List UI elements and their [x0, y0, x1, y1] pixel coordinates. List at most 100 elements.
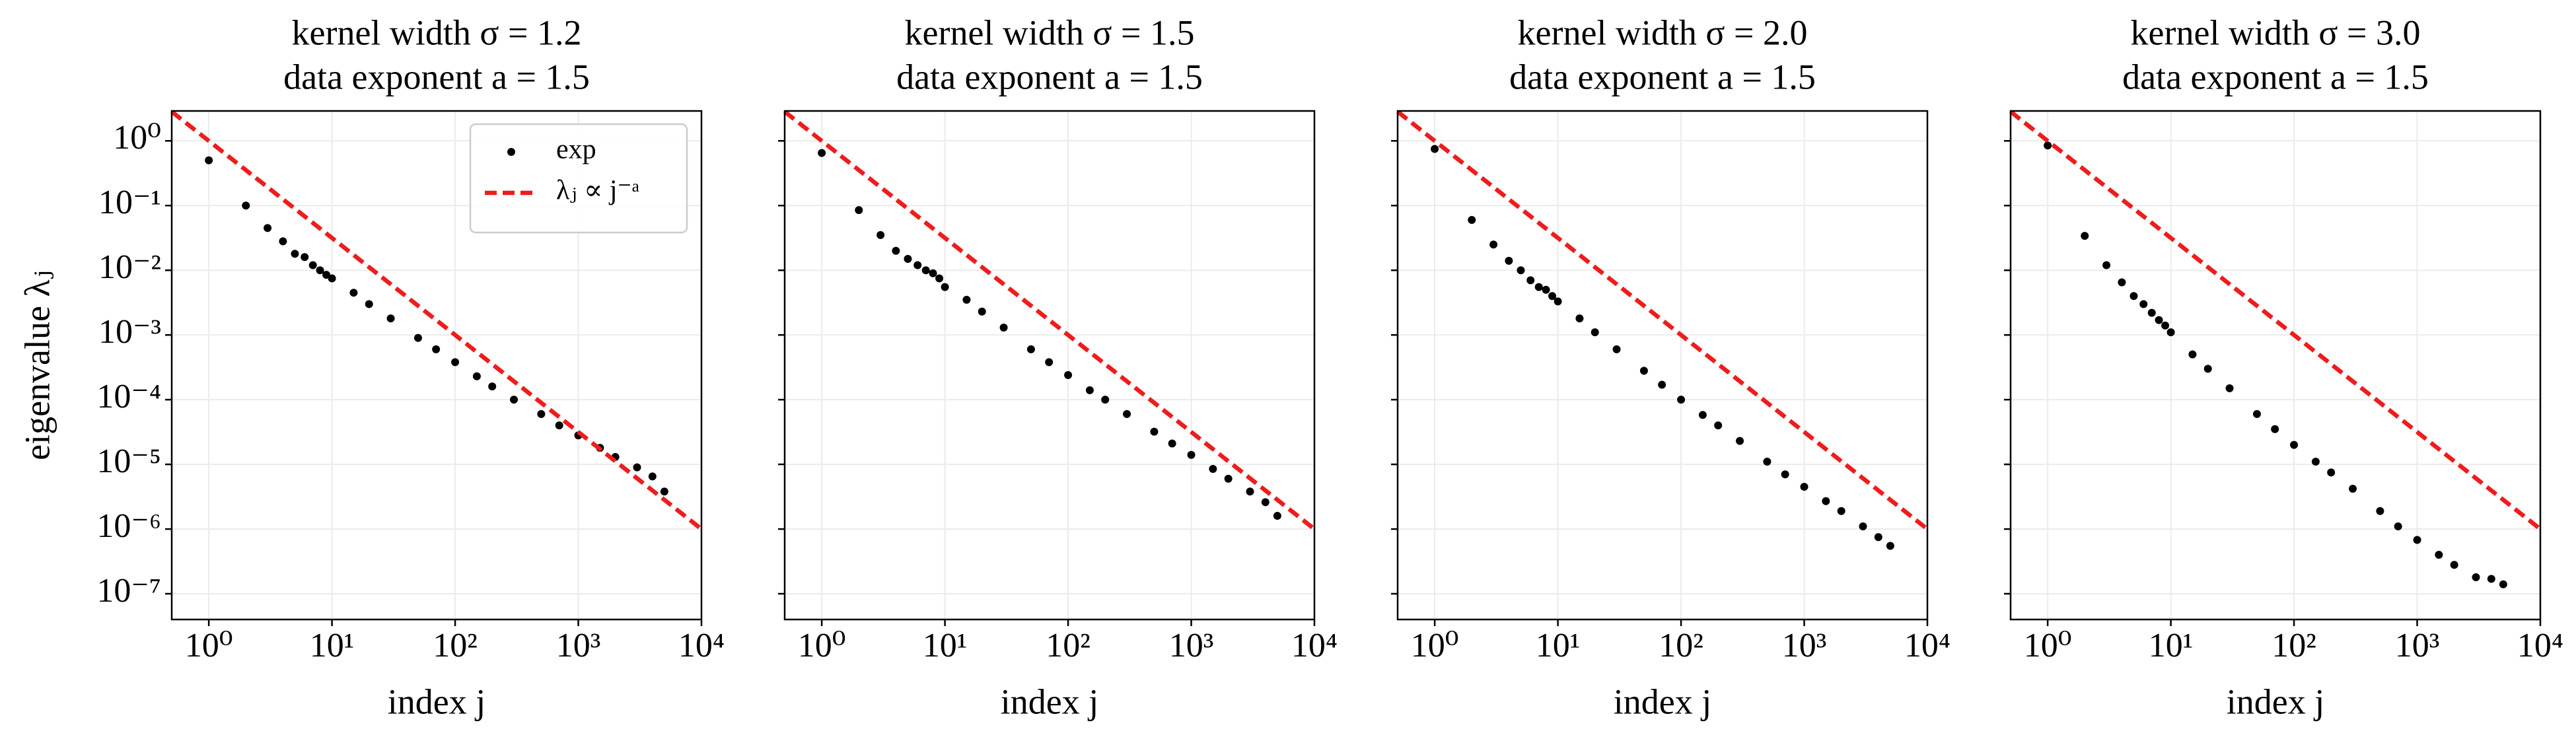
data-point: [488, 382, 497, 391]
x-tick-label: 10²: [1659, 627, 1703, 664]
y-tick-label: 10⁻⁵: [96, 442, 161, 480]
data-point: [2327, 468, 2336, 477]
data-point: [2081, 232, 2089, 240]
fit-line: [2009, 110, 2542, 531]
data-point: [349, 289, 358, 297]
axes-frame: [783, 110, 1316, 621]
data-point: [2166, 328, 2175, 337]
data-point: [1677, 396, 1686, 404]
chart-title: data exponent a = 1.5: [896, 57, 1203, 96]
data-point: [1026, 345, 1035, 353]
data-point: [1123, 409, 1131, 418]
data-point: [1224, 474, 1233, 483]
x-tick-label: 10⁰: [2024, 627, 2072, 664]
data-point: [1064, 371, 1073, 379]
data-point: [935, 274, 944, 283]
data-point: [877, 230, 885, 239]
data-point: [328, 274, 336, 283]
fit-line: [170, 110, 703, 531]
data-point: [279, 237, 287, 246]
x-tick-label: 10⁴: [1904, 627, 1950, 664]
x-tick-label: 10¹: [2149, 627, 2194, 664]
data-point: [386, 314, 395, 323]
data-point: [660, 487, 668, 496]
data-point: [2225, 384, 2234, 392]
data-point: [1187, 450, 1196, 459]
data-point: [1542, 285, 1550, 294]
data-point: [921, 266, 930, 275]
data-point: [1534, 283, 1543, 291]
data-point: [2102, 261, 2111, 269]
data-point: [2188, 350, 2197, 359]
x-tick-label: 10¹: [923, 627, 968, 664]
data-point: [432, 345, 441, 353]
data-point: [855, 206, 863, 215]
data-point: [2450, 561, 2458, 569]
x-tick-label: 10¹: [310, 627, 355, 664]
chart-title: kernel width σ = 2.0: [1518, 13, 1808, 52]
data-point: [999, 324, 1008, 332]
axes-frame: [170, 110, 703, 621]
data-point: [413, 334, 422, 342]
data-point: [1763, 458, 1771, 466]
data-point: [2472, 573, 2480, 582]
data-point: [301, 253, 309, 262]
data-point: [1591, 328, 1599, 337]
data-point: [1489, 240, 1498, 249]
data-point: [1554, 297, 1562, 306]
chart-title: data exponent a = 1.5: [2122, 57, 2429, 96]
data-point: [537, 409, 546, 418]
data-point: [1886, 542, 1894, 550]
y-axis-label: eigenvalue λⱼ: [17, 270, 57, 460]
data-point: [1517, 266, 1525, 275]
data-point: [2349, 485, 2357, 493]
data-point: [365, 300, 373, 308]
data-point: [510, 396, 519, 404]
y-tick-label: 10⁻⁴: [96, 378, 161, 415]
data-point: [2435, 551, 2443, 559]
chart-title: kernel width σ = 1.5: [905, 13, 1195, 52]
data-point: [1781, 470, 1789, 479]
data-point: [2139, 300, 2148, 308]
data-point: [1575, 314, 1584, 323]
data-point: [1505, 256, 1513, 265]
data-point: [2499, 580, 2507, 588]
data-point: [2487, 575, 2495, 583]
x-axis-label: index j: [1614, 682, 1711, 721]
data-point: [2311, 458, 2320, 466]
data-point: [308, 261, 317, 269]
data-point: [892, 246, 900, 255]
data-point: [1714, 421, 1723, 430]
data-point: [2044, 141, 2052, 150]
x-tick-label: 10³: [556, 627, 601, 664]
chart-title: kernel width σ = 3.0: [2131, 13, 2421, 52]
data-point: [1859, 522, 1867, 531]
data-point: [1639, 367, 1648, 375]
data-point: [2118, 278, 2126, 287]
data-point: [1736, 437, 1744, 445]
data-point: [2394, 522, 2402, 531]
data-point: [1150, 427, 1159, 436]
y-tick-label: 10⁻³: [98, 313, 161, 351]
data-point: [291, 250, 299, 258]
x-axis-label: index j: [388, 682, 485, 721]
x-tick-label: 10³: [2395, 627, 2440, 664]
x-tick-label: 10⁴: [1291, 627, 1338, 664]
x-tick-label: 10³: [1782, 627, 1827, 664]
chart-title: data exponent a = 1.5: [1509, 57, 1816, 96]
data-point: [913, 261, 922, 269]
data-point: [1261, 498, 1270, 507]
data-point: [242, 201, 250, 210]
data-point: [472, 372, 481, 380]
data-point: [2413, 536, 2421, 544]
data-point: [205, 156, 213, 164]
data-point: [1101, 396, 1110, 404]
data-point: [2129, 292, 2138, 301]
data-point: [929, 269, 937, 277]
y-tick-label: 10⁻²: [98, 248, 161, 286]
x-tick-label: 10⁰: [798, 627, 846, 664]
data-point: [1209, 465, 1217, 474]
legend-marker: [507, 148, 515, 156]
x-tick-label: 10¹: [1536, 627, 1581, 664]
